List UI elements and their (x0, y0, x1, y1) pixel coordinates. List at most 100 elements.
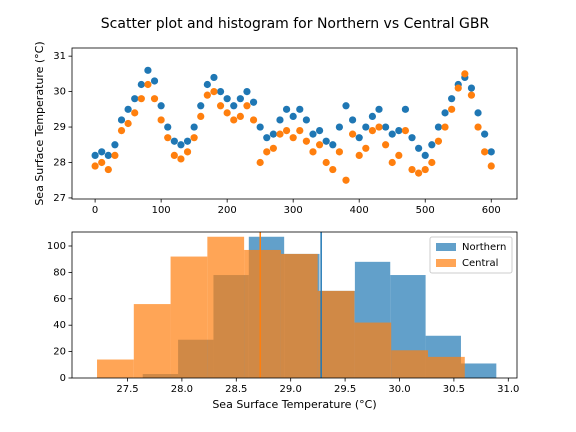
scatter-point (104, 151, 112, 160)
x-tick-label: 27.5 (116, 384, 138, 395)
x-tick-label: 200 (218, 205, 237, 216)
scatter-point (117, 126, 126, 135)
scatter-point (124, 105, 132, 113)
y-tick-label: 40 (53, 320, 66, 331)
scatter-point (448, 105, 456, 113)
y-tick-label: 100 (47, 241, 66, 252)
scatter-point (131, 109, 139, 117)
scatter-point (487, 162, 495, 170)
scatter-point (249, 98, 258, 106)
x-tick-label: 600 (482, 205, 501, 216)
scatter-point (481, 148, 489, 156)
scatter-point (474, 123, 482, 131)
scatter-point (210, 73, 218, 82)
scatter-point (368, 126, 377, 135)
scatter-point (467, 84, 476, 92)
scatter-point (408, 134, 416, 142)
scatter-point (421, 165, 429, 174)
histogram-bar (280, 253, 318, 378)
histogram-bar (97, 359, 134, 378)
legend-label: Central (462, 258, 498, 269)
scatter-point (375, 123, 383, 131)
scatter-point (382, 141, 390, 149)
scatter-point (296, 105, 304, 113)
scatter-point (137, 80, 145, 89)
scatter-point (355, 151, 363, 160)
scatter-point (421, 151, 429, 160)
scatter-point (362, 123, 370, 131)
scatter-point (467, 91, 476, 99)
scatter-point (111, 141, 119, 149)
scatter-point (401, 126, 410, 135)
scatter-point (315, 126, 324, 135)
scatter-point (289, 134, 297, 142)
scatter-point (124, 119, 132, 128)
scatter-point (223, 109, 231, 117)
histogram-bar (354, 322, 392, 378)
scatter-point (461, 70, 469, 78)
scatter-point (230, 102, 238, 110)
scatter-point (322, 158, 330, 167)
scatter-point (150, 95, 159, 103)
histogram-bar (391, 350, 428, 378)
scatter-point (91, 151, 99, 160)
scatter-point (183, 148, 192, 156)
scatter-point (210, 87, 218, 96)
scatter-point (355, 134, 363, 142)
scatter-point (322, 137, 330, 145)
scatter-point (289, 112, 297, 121)
scatter-point (342, 102, 350, 110)
scatter-point (395, 126, 403, 135)
scatter-point (197, 112, 205, 121)
scatter-point (170, 137, 178, 145)
scatter-point (329, 165, 337, 174)
scatter-point (256, 158, 264, 167)
y-tick-label: 60 (53, 294, 66, 305)
scatter-point (263, 134, 271, 142)
scatter-point (216, 102, 225, 110)
scatter-point (302, 116, 310, 124)
scatter-point (282, 105, 291, 113)
y-tick-label: 29 (53, 122, 66, 133)
scatter-point (276, 130, 284, 138)
scatter-point (170, 151, 178, 160)
scatter-point (342, 176, 350, 184)
y-tick-label: 31 (53, 51, 66, 62)
y-tick-label: 0 (60, 373, 66, 384)
scatter-point (98, 148, 106, 156)
scatter-point (375, 105, 383, 113)
scatter-point (157, 116, 165, 124)
scatter-point (474, 109, 482, 117)
scatter-point (111, 151, 119, 160)
legend-swatch (436, 243, 456, 251)
scatter-point (309, 130, 317, 138)
scatter-point (434, 137, 443, 145)
scatter-point (434, 123, 443, 131)
scatter-point (487, 148, 495, 156)
y-tick-label: 30 (53, 87, 66, 98)
scatter-point (395, 151, 403, 160)
scatter-point (98, 158, 106, 167)
scatter-point (183, 137, 192, 145)
histogram-bar (133, 304, 171, 378)
scatter-point (157, 102, 165, 110)
histogram-bar (170, 256, 208, 378)
x-tick-label: 400 (350, 205, 369, 216)
scatter-point (349, 116, 357, 124)
scatter-point (448, 95, 456, 103)
scatter-point (276, 116, 284, 124)
scatter-point (223, 95, 231, 103)
scatter-point (441, 123, 449, 131)
scatter-point (137, 95, 145, 103)
scatter-point (150, 77, 159, 85)
scatter-point (296, 126, 304, 135)
y-tick-label: 28 (53, 157, 66, 168)
scatter-point (164, 134, 172, 142)
scatter-point (415, 144, 423, 152)
histogram-bar (460, 363, 497, 378)
scatter-point (349, 130, 357, 138)
scatter-point (203, 91, 211, 99)
scatter-point (91, 162, 99, 170)
scatter-point (315, 141, 324, 149)
